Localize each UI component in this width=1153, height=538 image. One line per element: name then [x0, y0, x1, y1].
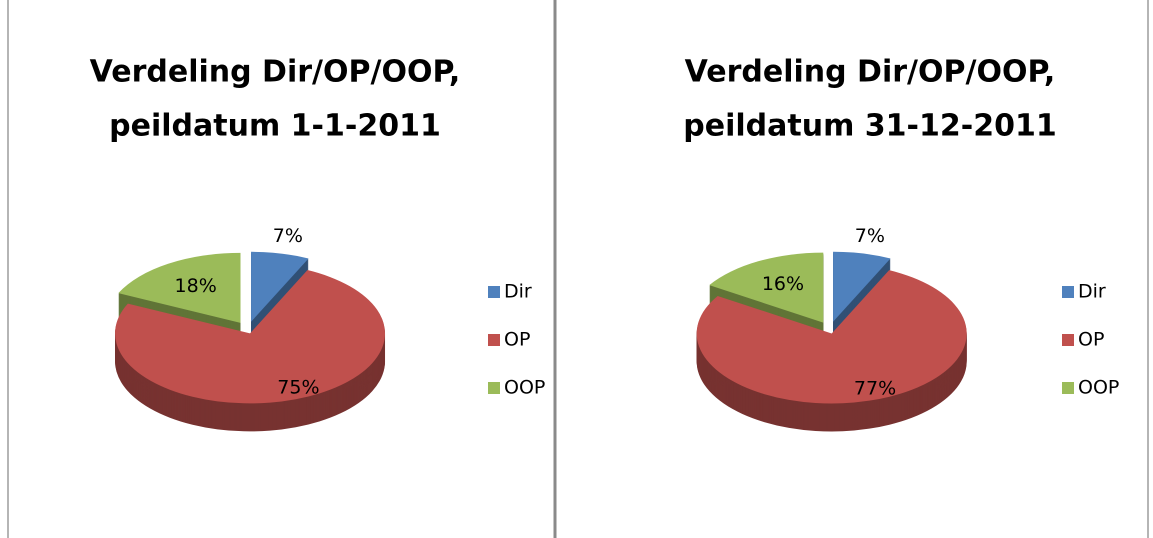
data-label: 7% [273, 225, 303, 247]
legend-swatch [1062, 286, 1074, 298]
slice [115, 270, 386, 404]
slice [709, 252, 824, 323]
slice [118, 252, 241, 323]
data-label: 16% [762, 273, 804, 295]
chart-title: peildatum 31-12-2011 [683, 109, 1056, 144]
legend-swatch [1062, 382, 1074, 394]
slice [251, 251, 309, 322]
data-label: 77% [854, 378, 896, 400]
pie [115, 251, 386, 432]
chart-title: peildatum 1-1-2011 [109, 109, 441, 144]
chart-title: Verdeling Dir/OP/OOP, [90, 55, 461, 90]
pie [696, 251, 967, 432]
chart-title: Verdeling Dir/OP/OOP, [685, 55, 1056, 90]
data-label: 75% [277, 377, 319, 399]
legend-label: OOP [1078, 377, 1119, 399]
legend-swatch [488, 286, 500, 298]
slice [696, 270, 967, 404]
legend-label: Dir [504, 281, 532, 303]
legend-label: OOP [504, 377, 545, 399]
legend-label: OP [1078, 329, 1104, 351]
data-label: 18% [175, 275, 217, 297]
legend-label: Dir [1078, 281, 1106, 303]
legend-swatch [488, 334, 500, 346]
legend-swatch [1062, 334, 1074, 346]
legend-label: OP [504, 329, 530, 351]
data-label: 7% [855, 225, 885, 247]
legend-swatch [488, 382, 500, 394]
slice [833, 251, 891, 322]
